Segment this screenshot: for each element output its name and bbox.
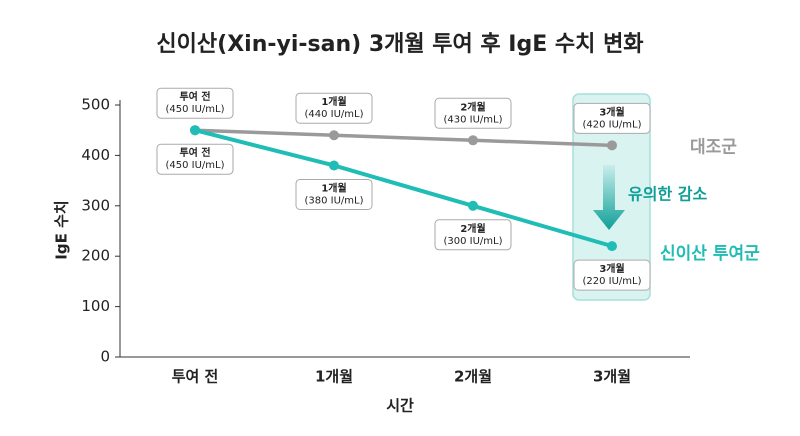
data-label-box (573, 102, 651, 134)
data-label: (300 IU/mL) (443, 236, 502, 247)
y-tick-label: 100 (81, 297, 110, 315)
x-tick-label: 2개월 (454, 368, 492, 386)
data-label-box (156, 87, 234, 119)
data-label-box (295, 92, 373, 124)
annotation: 유의한 감소 (628, 185, 707, 204)
data-point (329, 160, 339, 171)
data-label-category: 1개월 (321, 95, 346, 108)
y-tick-label: 400 (81, 146, 110, 164)
data-label: (380 IU/mL) (304, 195, 363, 206)
data-label-box (434, 97, 512, 129)
y-axis-label: IgE 수치 (53, 200, 71, 259)
x-axis-label: 시간 (386, 397, 414, 415)
data-label: (450 IU/mL) (165, 104, 224, 115)
data-label-category: 2개월 (460, 100, 485, 113)
data-label: (420 IU/mL) (582, 119, 641, 130)
data-point (468, 135, 478, 146)
data-point (607, 241, 617, 252)
legend-label: 신이산 투여군 (660, 244, 760, 264)
data-point (468, 200, 478, 211)
series-line (194, 128, 613, 148)
data-label-category: 투여 전 (179, 146, 210, 159)
y-tick-label: 0 (100, 348, 110, 366)
data-point (607, 140, 617, 151)
x-tick-label: 3개월 (593, 368, 631, 386)
y-tick-label: 300 (81, 196, 110, 214)
data-label-category: 2개월 (460, 222, 485, 235)
y-tick-label: 500 (81, 96, 110, 114)
data-label-category: 3개월 (599, 105, 624, 118)
x-tick-label: 1개월 (315, 368, 353, 386)
data-label-category: 투여 전 (179, 90, 210, 103)
data-label: (450 IU/mL) (165, 160, 224, 171)
data-label-box (156, 143, 234, 175)
data-label-category: 3개월 (599, 262, 624, 275)
data-label-box (573, 259, 651, 291)
legend-label: 대조군 (690, 137, 737, 157)
chart-title: 신이산(Xin-yi-san) 3개월 투여 후 IgE 수치 변화 (156, 32, 643, 57)
data-point (190, 125, 200, 136)
data-point (329, 130, 339, 141)
data-label-box (295, 178, 373, 210)
data-label: (220 IU/mL) (582, 276, 641, 287)
arrow (593, 165, 625, 230)
data-label-category: 1개월 (321, 181, 346, 194)
y-tick-label: 200 (81, 247, 110, 265)
data-label: (440 IU/mL) (304, 109, 363, 120)
data-label: (430 IU/mL) (443, 114, 502, 125)
data-label-box (434, 219, 512, 251)
x-tick-label: 투여 전 (172, 368, 219, 386)
series-line (194, 128, 613, 249)
